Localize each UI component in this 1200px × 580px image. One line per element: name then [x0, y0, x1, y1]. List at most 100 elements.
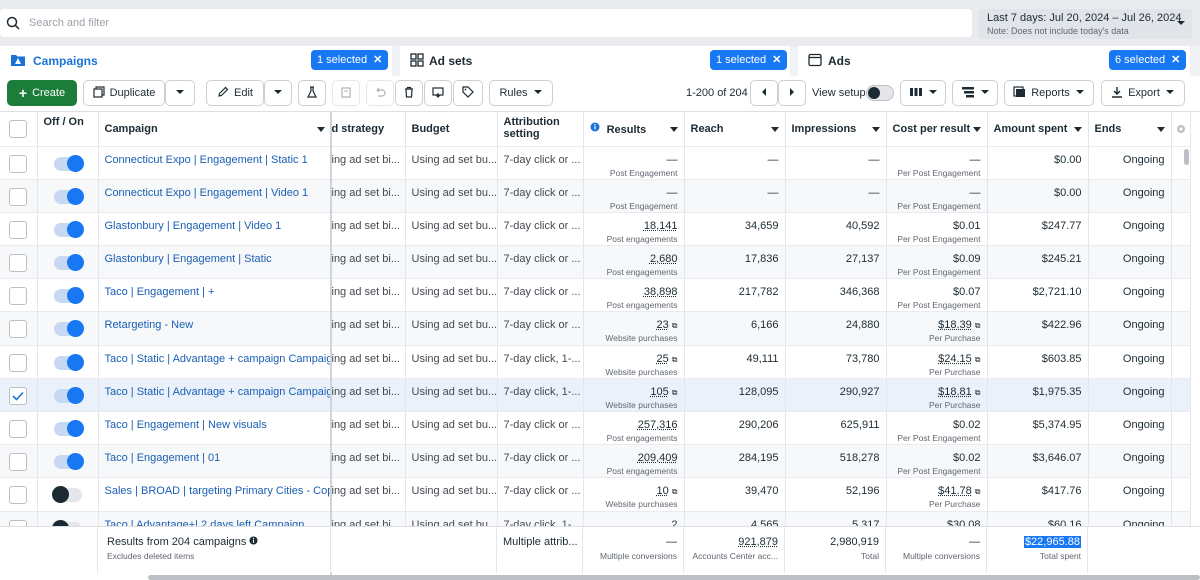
results-number[interactable]: 38,898 [643, 286, 678, 299]
date-range-picker[interactable]: Last 7 days: Jul 20, 2024 – Jul 26, 2024… [978, 9, 1192, 39]
chevron-down-icon[interactable] [316, 124, 325, 136]
archive-button[interactable] [332, 80, 360, 106]
col-results[interactable]: Results [583, 112, 685, 147]
cpr-number[interactable]: $0.02 [952, 419, 981, 431]
horizontal-scrollbar[interactable] [148, 575, 1200, 580]
campaign-name[interactable]: Glastonbury | Engagement | Static [104, 253, 272, 266]
chevron-down-icon[interactable] [669, 124, 678, 136]
campaign-toggle[interactable] [53, 353, 84, 371]
campaign-toggle[interactable] [53, 420, 84, 437]
row-checkbox[interactable] [9, 254, 27, 273]
table-row[interactable]: Taco | Static | Advantage + campaign Cam… [0, 345, 1191, 379]
totals-reach[interactable]: 921,879 [738, 536, 778, 548]
campaign-name[interactable]: Connecticut Expo | Engagement | Video 1 [104, 186, 309, 199]
campaign-toggle[interactable] [53, 320, 84, 338]
campaign-name[interactable]: Glastonbury | Engagement | Video 1 [104, 219, 282, 232]
external-link-icon[interactable]: ⧉ [974, 487, 981, 497]
external-link-icon[interactable]: ⧉ [671, 387, 678, 397]
external-link-icon[interactable]: ⧉ [974, 321, 981, 331]
search-input[interactable]: Search and filter [0, 9, 972, 37]
campaign-toggle[interactable] [53, 254, 84, 272]
campaign-name[interactable]: Taco | Static | Advantage + campaign Cam… [104, 385, 331, 398]
external-link-icon[interactable]: ⧉ [974, 387, 981, 397]
columns-button[interactable] [900, 80, 946, 106]
campaign-name[interactable]: Sales | BROAD | targeting Primary Cities… [104, 485, 331, 498]
cpr-number[interactable]: $18.39 [938, 319, 972, 332]
external-link-icon[interactable]: ⧉ [671, 354, 678, 364]
next-page-button[interactable] [778, 80, 806, 106]
cpr-number[interactable]: $41.78 [938, 485, 972, 498]
results-number[interactable]: 10 [656, 485, 669, 498]
col-ends[interactable]: Ends [1088, 112, 1172, 147]
cpr-number[interactable]: $0.07 [952, 286, 981, 299]
table-row[interactable]: Taco | Static | Advantage + campaign Cam… [0, 378, 1191, 413]
row-checkbox[interactable] [9, 486, 27, 505]
results-number[interactable]: 105 [650, 385, 669, 398]
ab-test-button[interactable] [298, 80, 326, 106]
table-row[interactable]: Glastonbury | Engagement | Static ing ad … [0, 245, 1191, 280]
close-icon[interactable]: ✕ [772, 54, 782, 66]
campaign-name[interactable]: Retargeting - New [104, 319, 194, 332]
campaign-name-cell[interactable]: Sales | BROAD | targeting Primary Cities… [98, 477, 332, 512]
results-number[interactable]: 23 [656, 319, 669, 332]
prev-page-button[interactable] [750, 80, 778, 106]
tab-ads[interactable]: Ads 6 selected ✕ [798, 46, 1190, 76]
tab-campaigns[interactable]: Campaigns 1 selected ✕ [0, 46, 392, 76]
campaign-name-cell[interactable]: Retargeting - New [98, 311, 332, 346]
edit-menu-button[interactable] [264, 80, 292, 106]
table-row[interactable]: Taco | Engagement | 01 ing ad set bi... Us… [0, 444, 1191, 479]
row-checkbox[interactable] [9, 420, 27, 438]
preview-button[interactable] [424, 80, 452, 106]
campaign-toggle[interactable] [53, 220, 84, 238]
row-checkbox[interactable] [9, 154, 27, 173]
campaign-name[interactable]: Taco | Engagement | + [104, 286, 215, 299]
delete-button[interactable] [395, 80, 423, 106]
campaign-name[interactable]: Taco | Engagement | New visuals [104, 419, 267, 431]
table-row[interactable]: Glastonbury | Engagement | Video 1 ing ad… [0, 212, 1191, 247]
row-checkbox[interactable] [9, 287, 27, 306]
selected-badge[interactable]: 1 selected ✕ [311, 50, 389, 70]
cpr-number[interactable]: $24.15 [938, 352, 972, 365]
selected-badge[interactable]: 1 selected ✕ [710, 50, 788, 70]
add-column-header[interactable] [1171, 112, 1191, 147]
campaign-name-cell[interactable]: Glastonbury | Engagement | Video 1 [98, 212, 332, 247]
campaign-name[interactable]: Taco | Static | Advantage + campaign Cam… [104, 352, 331, 365]
cpr-number[interactable]: $18.81 [938, 385, 972, 398]
row-checkbox[interactable] [9, 187, 27, 206]
chevron-down-icon[interactable] [770, 124, 779, 136]
campaign-toggle[interactable] [53, 453, 84, 471]
campaign-name-cell[interactable]: Taco | Static | Advantage + campaign Cam… [98, 378, 332, 413]
col-budget[interactable]: Budget [405, 112, 498, 147]
chevron-down-icon[interactable] [871, 124, 880, 136]
row-checkbox[interactable] [9, 386, 27, 405]
row-checkbox[interactable] [9, 353, 27, 372]
results-number[interactable]: 2 [671, 518, 678, 531]
campaign-name-cell[interactable]: Connecticut Expo | Engagement | Static 1 [98, 146, 332, 180]
close-icon[interactable]: ✕ [373, 54, 383, 66]
vertical-scrollbar[interactable] [1184, 149, 1189, 165]
results-number[interactable]: 2,680 [649, 253, 678, 266]
table-row[interactable]: Sales | BROAD | targeting Primary Cities… [0, 477, 1191, 512]
col-bid-strategy[interactable]: d strategy [331, 112, 406, 147]
breakdown-button[interactable] [952, 80, 998, 106]
external-link-icon[interactable]: ⧉ [671, 321, 678, 331]
chevron-down-icon[interactable] [1156, 124, 1165, 136]
cpr-number[interactable]: $0.09 [952, 253, 981, 266]
results-number[interactable]: 209,409 [637, 452, 678, 465]
col-amount-spent[interactable]: Amount spent [987, 112, 1089, 147]
results-number[interactable]: 257,316 [637, 419, 678, 431]
tab-ad-sets[interactable]: Ad sets 1 selected ✕ [400, 46, 790, 76]
row-checkbox[interactable] [9, 453, 27, 472]
campaign-name-cell[interactable]: Taco | Engagement | New visuals [98, 411, 332, 446]
table-row[interactable]: Connecticut Expo | Engagement | Static 1… [0, 146, 1191, 180]
select-all-checkbox[interactable] [9, 120, 27, 138]
cpr-number[interactable]: — [969, 153, 981, 166]
duplicate-menu-button[interactable] [165, 80, 195, 106]
col-cost-per-result[interactable]: Cost per result [886, 112, 988, 147]
close-icon[interactable]: ✕ [1171, 54, 1181, 66]
row-checkbox[interactable] [9, 220, 27, 239]
selected-badge[interactable]: 6 selected ✕ [1109, 50, 1187, 70]
campaign-toggle[interactable] [51, 486, 82, 504]
results-number[interactable]: — [666, 153, 678, 166]
campaign-name[interactable]: Taco | Engagement | 01 [104, 452, 221, 465]
